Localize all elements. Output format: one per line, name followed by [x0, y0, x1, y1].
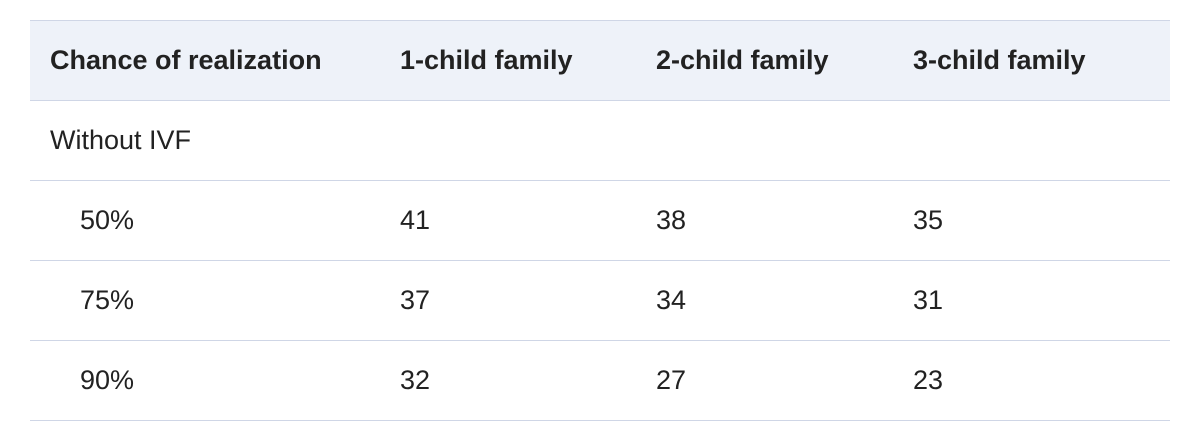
table-cell: 27: [656, 340, 913, 421]
row-label: 75%: [30, 260, 400, 341]
table-header: Chance of realization 1-child family 2-c…: [30, 20, 1170, 101]
table-cell: 35: [913, 180, 1170, 261]
column-header-2-child: 2-child family: [656, 20, 913, 101]
table-cell: 37: [400, 260, 656, 341]
section-label: Without IVF: [30, 100, 400, 181]
table-cell: 32: [400, 340, 656, 421]
data-table: Chance of realization 1-child family 2-c…: [30, 20, 1170, 421]
column-header-chance: Chance of realization: [30, 20, 400, 101]
header-row: Chance of realization 1-child family 2-c…: [30, 20, 1170, 101]
table-cell: 38: [656, 180, 913, 261]
column-header-3-child: 3-child family: [913, 20, 1170, 101]
table-row: 75% 37 34 31: [30, 260, 1170, 341]
table-cell: 31: [913, 260, 1170, 341]
row-label: 50%: [30, 180, 400, 261]
table-cell: 23: [913, 340, 1170, 421]
data-table-container: Chance of realization 1-child family 2-c…: [30, 20, 1170, 421]
table-row: 50% 41 38 35: [30, 180, 1170, 261]
column-header-1-child: 1-child family: [400, 20, 656, 101]
table-body: Without IVF 50% 41 38 35 75% 37 34 31 90…: [30, 100, 1170, 421]
table-row: 90% 32 27 23: [30, 340, 1170, 421]
section-row: Without IVF: [30, 100, 1170, 181]
row-label: 90%: [30, 340, 400, 421]
table-cell: 34: [656, 260, 913, 341]
empty-cell: [913, 100, 1170, 181]
empty-cell: [656, 100, 913, 181]
table-cell: 41: [400, 180, 656, 261]
empty-cell: [400, 100, 656, 181]
